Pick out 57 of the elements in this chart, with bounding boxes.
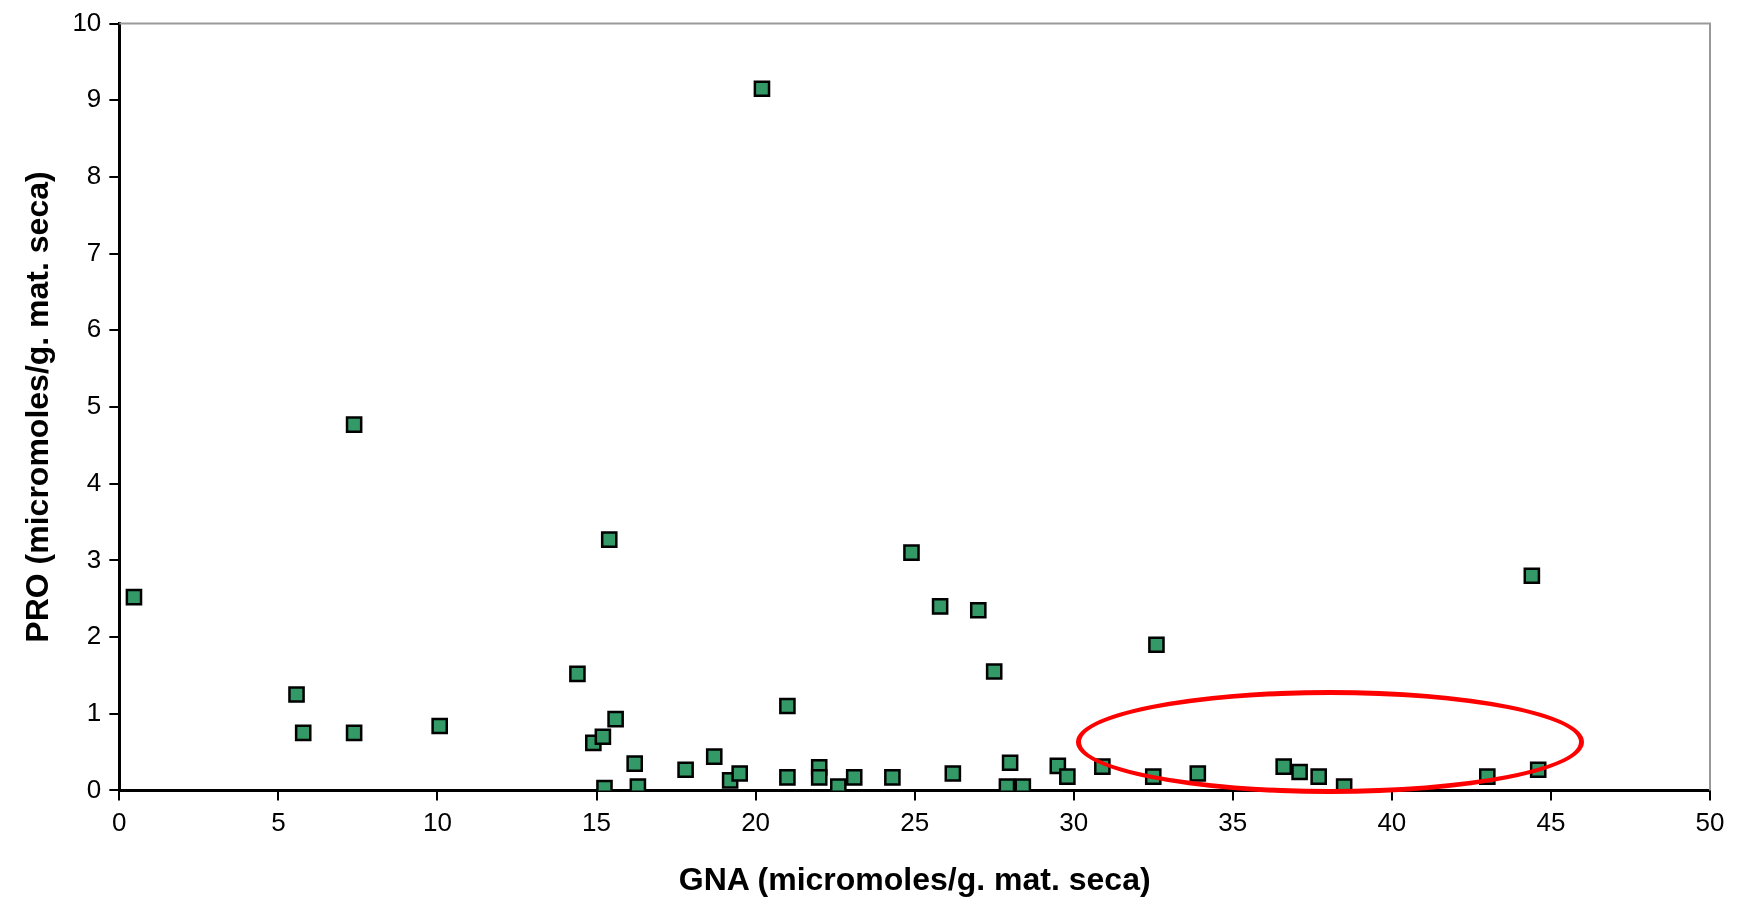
x-tick-label: 35 <box>1218 807 1248 838</box>
point <box>969 601 987 619</box>
point <box>1059 768 1076 785</box>
point <box>1275 758 1293 775</box>
x-tick-label: 30 <box>1059 807 1089 838</box>
y-tick-label: 8 <box>86 160 102 191</box>
point <box>677 761 694 779</box>
x-tick-label: 5 <box>271 807 286 838</box>
y-tick-label: 9 <box>86 83 102 114</box>
x-tick-label: 20 <box>741 807 771 838</box>
x-tick-label: 0 <box>112 807 127 838</box>
x-tick-label: 40 <box>1377 807 1407 838</box>
y-tick-label: 6 <box>86 313 102 344</box>
point <box>600 531 618 548</box>
y-tick-label: 7 <box>86 236 102 267</box>
point <box>779 697 796 715</box>
point <box>705 748 723 765</box>
point <box>845 769 863 786</box>
y-tick-label: 3 <box>86 543 102 574</box>
point <box>431 717 448 735</box>
point <box>1001 754 1019 772</box>
point <box>607 710 624 728</box>
point <box>779 769 796 786</box>
y-tick-label: 5 <box>86 390 102 421</box>
point <box>345 724 363 742</box>
point <box>1523 567 1541 585</box>
point <box>594 728 612 746</box>
point <box>903 544 920 562</box>
point <box>569 665 586 683</box>
y-tick-label: 4 <box>86 466 102 497</box>
y-tick-label: 0 <box>86 773 102 804</box>
point <box>294 724 312 742</box>
point <box>731 765 749 782</box>
x-tick-label: 50 <box>1695 807 1725 838</box>
point <box>626 755 644 772</box>
x-tick-label: 45 <box>1536 807 1566 838</box>
y-tick-label: 2 <box>86 620 102 651</box>
y-tick-label: 10 <box>72 6 102 37</box>
point <box>125 588 143 606</box>
point <box>944 765 962 782</box>
point <box>985 663 1003 680</box>
x-tick-label: 15 <box>582 807 611 838</box>
point <box>288 686 305 703</box>
point <box>1291 763 1308 781</box>
point <box>753 80 771 98</box>
y-axis-title: PRO (micromoles/g. mat. seca) <box>19 171 56 643</box>
x-tick-label: 25 <box>900 807 930 838</box>
point <box>1148 636 1165 654</box>
y-tick-label: 1 <box>86 696 102 727</box>
x-tick-label: 10 <box>422 807 452 838</box>
point <box>931 598 949 615</box>
point <box>1189 765 1207 782</box>
point <box>884 769 901 786</box>
x-axis-title: GNA (micromoles/g. mat. seca) <box>678 860 1151 897</box>
point <box>345 416 363 433</box>
point <box>1310 768 1328 785</box>
point <box>810 769 828 786</box>
